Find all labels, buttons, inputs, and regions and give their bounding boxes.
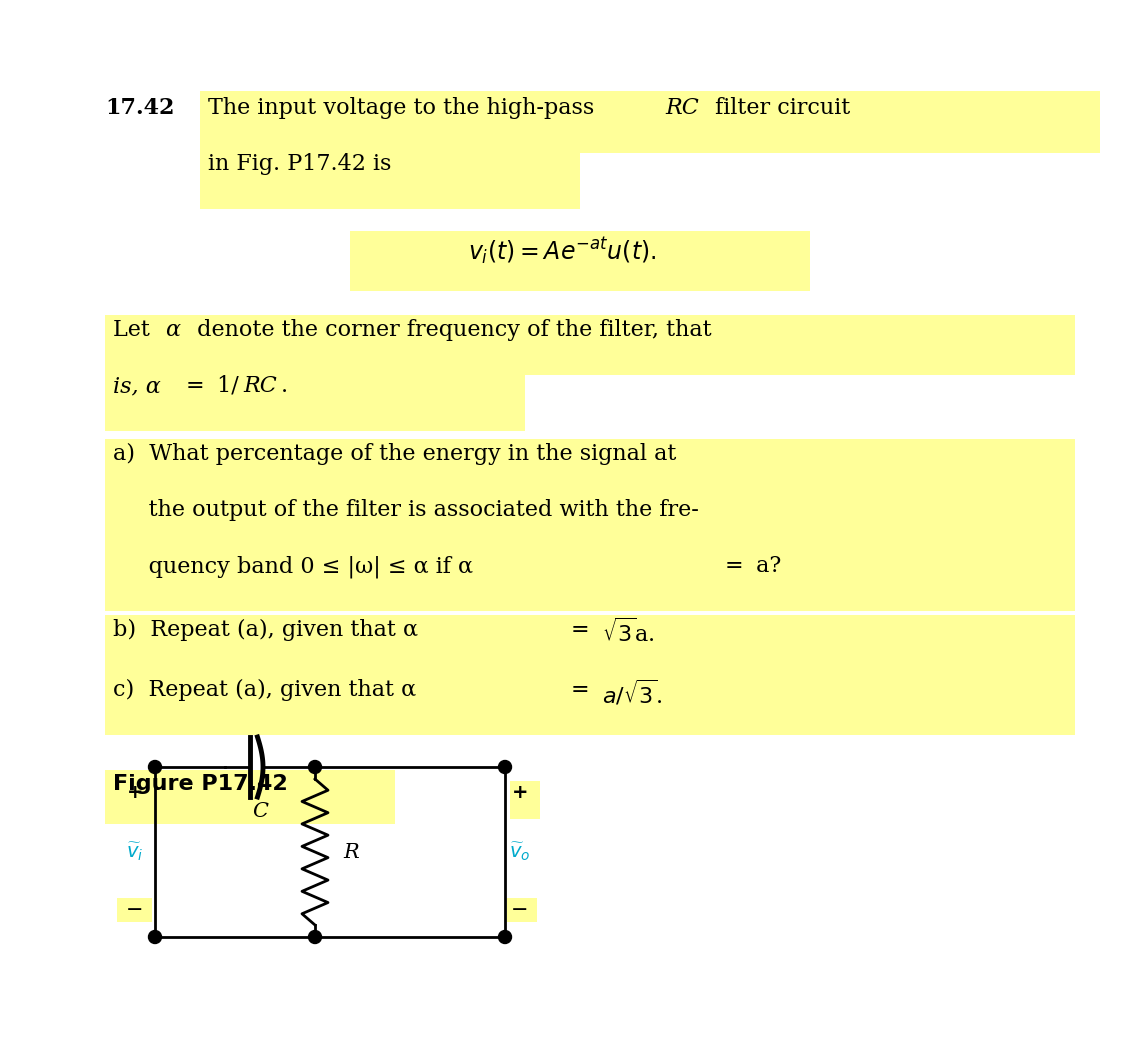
- Text: $a/\sqrt{3}$.: $a/\sqrt{3}$.: [595, 679, 663, 708]
- Text: 17.42: 17.42: [105, 97, 174, 119]
- Circle shape: [308, 761, 322, 773]
- Bar: [200, 149, 580, 209]
- Text: is, α: is, α: [112, 375, 168, 397]
- Text: c)  Repeat (a), given that α: c) Repeat (a), given that α: [112, 679, 423, 701]
- Bar: [105, 371, 525, 431]
- Bar: [183, 375, 207, 425]
- Text: α: α: [165, 319, 180, 341]
- Bar: [722, 555, 746, 605]
- Text: denote the corner frequency of the filter, that: denote the corner frequency of the filte…: [190, 319, 712, 341]
- Bar: [105, 495, 1076, 555]
- Bar: [507, 898, 537, 922]
- Text: a)  What percentage of the energy in the signal at: a) What percentage of the energy in the …: [112, 443, 676, 465]
- Circle shape: [498, 761, 512, 773]
- Circle shape: [308, 931, 322, 944]
- Text: Figure P17.42: Figure P17.42: [112, 774, 288, 794]
- Bar: [200, 92, 1100, 153]
- Text: Let: Let: [112, 319, 158, 341]
- Bar: [350, 231, 810, 291]
- Text: RC: RC: [243, 375, 277, 397]
- Text: =: =: [724, 555, 744, 576]
- Bar: [105, 675, 1076, 735]
- Text: +: +: [512, 783, 529, 802]
- Bar: [568, 679, 592, 729]
- Text: The input voltage to the high-pass: The input voltage to the high-pass: [208, 97, 602, 119]
- Text: $\widetilde{v}_o$: $\widetilde{v}_o$: [510, 841, 531, 864]
- Text: +: +: [127, 783, 143, 802]
- Bar: [105, 551, 1076, 611]
- Bar: [117, 898, 152, 922]
- Text: $\widetilde{v}_i$: $\widetilde{v}_i$: [126, 841, 144, 864]
- Bar: [105, 315, 1076, 375]
- Text: =: =: [572, 679, 590, 701]
- Text: R: R: [343, 843, 359, 862]
- Text: =: =: [572, 619, 590, 641]
- Text: a?: a?: [749, 555, 781, 576]
- Bar: [568, 619, 592, 669]
- Bar: [105, 770, 395, 824]
- Text: 1/: 1/: [210, 375, 238, 397]
- Circle shape: [148, 931, 162, 944]
- Text: $\sqrt{3}$a.: $\sqrt{3}$a.: [595, 619, 655, 647]
- Text: −: −: [511, 901, 529, 920]
- Text: the output of the filter is associated with the fre-: the output of the filter is associated w…: [112, 499, 699, 521]
- Text: quency band 0 ≤ |ω| ≤ α if α: quency band 0 ≤ |ω| ≤ α if α: [112, 555, 480, 578]
- Text: RC: RC: [665, 97, 699, 119]
- Bar: [105, 615, 1076, 675]
- Bar: [105, 439, 1076, 499]
- Bar: [510, 781, 540, 820]
- Bar: [120, 781, 150, 820]
- Text: b)  Repeat (a), given that α: b) Repeat (a), given that α: [112, 619, 425, 641]
- Text: $v_i(t) = Ae^{-at}u(t).$: $v_i(t) = Ae^{-at}u(t).$: [468, 235, 656, 265]
- Circle shape: [148, 761, 162, 773]
- Text: .: .: [281, 375, 288, 397]
- Text: C: C: [252, 802, 269, 821]
- Text: filter circuit: filter circuit: [708, 97, 850, 119]
- Text: −: −: [126, 901, 144, 920]
- Circle shape: [498, 931, 512, 944]
- Bar: [162, 317, 187, 369]
- Text: in Fig. P17.42 is: in Fig. P17.42 is: [208, 153, 392, 175]
- Text: =: =: [186, 375, 205, 397]
